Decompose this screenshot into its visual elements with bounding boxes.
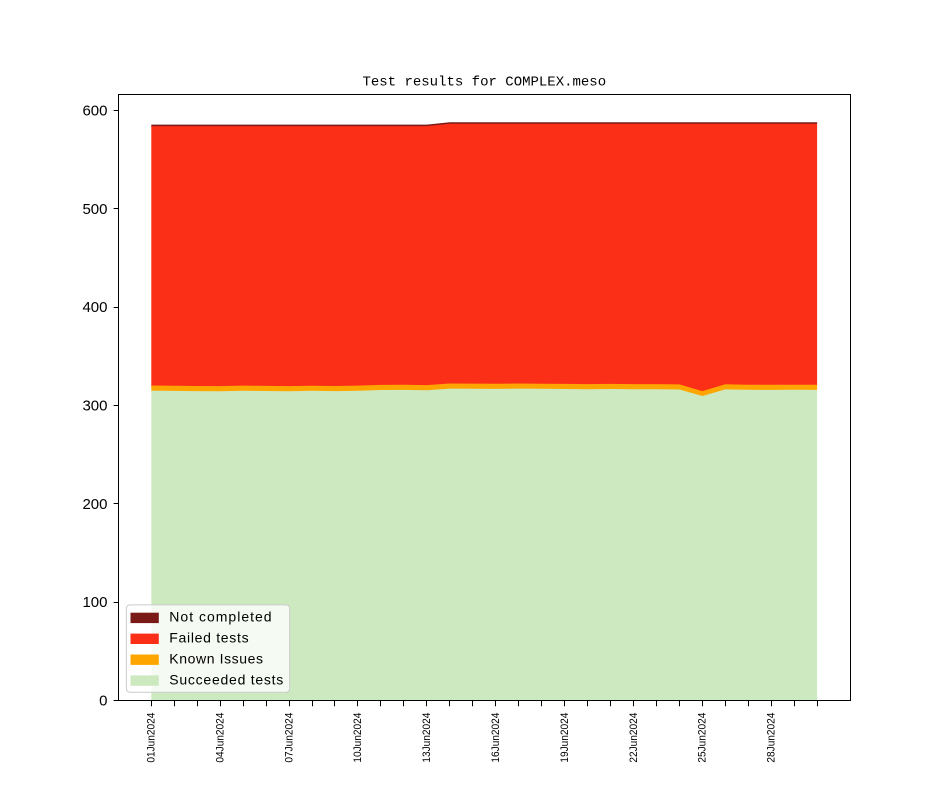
svg-text:Not completed: Not completed <box>169 609 272 625</box>
svg-text:22Jun2024: 22Jun2024 <box>628 713 640 763</box>
svg-text:200: 200 <box>82 496 107 513</box>
svg-text:13Jun2024: 13Jun2024 <box>421 713 433 763</box>
svg-text:04Jun2024: 04Jun2024 <box>215 713 227 763</box>
svg-text:Known Issues: Known Issues <box>169 650 263 666</box>
svg-text:Test results for COMPLEX.meso: Test results for COMPLEX.meso <box>362 75 606 91</box>
svg-text:500: 500 <box>82 201 107 218</box>
svg-text:Failed tests: Failed tests <box>169 630 249 646</box>
svg-text:10Jun2024: 10Jun2024 <box>352 713 364 763</box>
svg-text:600: 600 <box>82 103 107 120</box>
svg-text:16Jun2024: 16Jun2024 <box>490 713 502 763</box>
svg-text:300: 300 <box>82 398 107 415</box>
svg-text:19Jun2024: 19Jun2024 <box>559 713 571 763</box>
svg-text:07Jun2024: 07Jun2024 <box>283 713 295 763</box>
svg-text:01Jun2024: 01Jun2024 <box>146 713 158 763</box>
svg-text:28Jun2024: 28Jun2024 <box>766 713 778 763</box>
svg-text:400: 400 <box>82 299 107 316</box>
svg-text:Succeeded tests: Succeeded tests <box>169 671 284 687</box>
svg-text:0: 0 <box>99 693 107 710</box>
svg-text:100: 100 <box>82 594 107 611</box>
svg-text:25Jun2024: 25Jun2024 <box>697 713 709 763</box>
